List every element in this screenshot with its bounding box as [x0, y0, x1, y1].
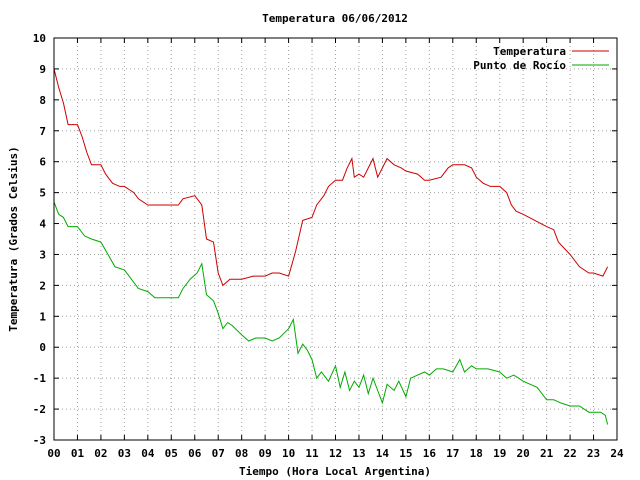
y-tick-label: 0 — [39, 341, 46, 354]
y-tick-label: -1 — [33, 372, 47, 385]
grid — [54, 38, 617, 440]
x-tick-label: 14 — [376, 447, 390, 460]
x-tick-label: 01 — [71, 447, 85, 460]
x-tick-label: 21 — [540, 447, 554, 460]
y-tick-label: 1 — [39, 310, 46, 323]
x-tick-label: 11 — [305, 447, 319, 460]
x-tick-label: 05 — [165, 447, 178, 460]
x-tick-label: 08 — [235, 447, 248, 460]
x-tick-label: 16 — [423, 447, 437, 460]
x-tick-label: 06 — [188, 447, 202, 460]
axis-ticks: 00 01 02 03 04 05 06 07 08 09 10 11 12 13 14 15 16 17 18 19… — [33, 32, 624, 460]
y-tick-label: 3 — [39, 248, 46, 261]
x-tick-label: 02 — [94, 447, 107, 460]
x-tick-label: 20 — [517, 447, 530, 460]
x-axis-label: Tiempo (Hora Local Argentina) — [239, 465, 431, 478]
y-tick-label: -2 — [33, 403, 46, 416]
x-tick-label: 00 — [47, 447, 60, 460]
x-tick-label: 24 — [610, 447, 624, 460]
y-tick-label: 9 — [39, 63, 46, 76]
y-tick-label: 6 — [39, 156, 46, 169]
y-tick-label: 4 — [39, 218, 46, 231]
series-lines — [53, 68, 609, 425]
x-tick-label: 07 — [212, 447, 225, 460]
y-tick-label: 2 — [39, 279, 46, 292]
x-tick-label: 15 — [399, 447, 412, 460]
x-tick-label: 09 — [259, 447, 272, 460]
chart-title: Temperatura 06/06/2012 — [262, 12, 408, 25]
x-tick-label: 17 — [446, 447, 459, 460]
series-line-0 — [53, 68, 609, 287]
x-tick-label: 23 — [587, 447, 600, 460]
x-tick-label: 19 — [493, 447, 506, 460]
x-tick-label: 22 — [563, 447, 576, 460]
y-tick-label: 5 — [39, 187, 46, 200]
x-tick-label: 03 — [118, 447, 131, 460]
series-line-1 — [53, 201, 609, 425]
y-tick-label: 10 — [33, 32, 46, 45]
legend-label-1: Punto de Rocío — [473, 59, 566, 72]
y-tick-label: -3 — [33, 434, 46, 447]
y-tick-label: 7 — [39, 125, 46, 138]
x-tick-label: 10 — [282, 447, 295, 460]
x-tick-label: 18 — [470, 447, 483, 460]
legend-label-0: Temperatura — [493, 45, 566, 58]
x-tick-label: 13 — [352, 447, 365, 460]
y-axis-label: Temperatura (Grados Celsius) — [7, 146, 20, 331]
y-tick-label: 8 — [39, 94, 46, 107]
x-tick-label: 04 — [141, 447, 155, 460]
x-tick-label: 12 — [329, 447, 342, 460]
